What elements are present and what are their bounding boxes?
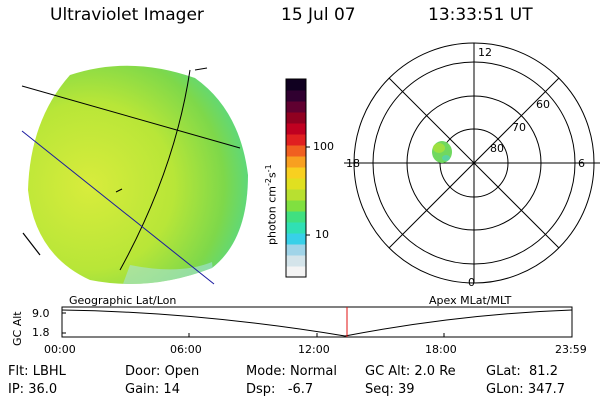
timeline-xtick-3: 18:00 <box>425 343 457 356</box>
timeline-xtick-1: 06:00 <box>170 343 202 356</box>
colorbar-band <box>286 90 306 102</box>
door-field: Door: Open <box>125 364 200 379</box>
lat-label-60: 60 <box>536 98 550 111</box>
seq-field: Seq: 39 <box>365 382 415 397</box>
colorbar-band <box>286 244 306 256</box>
polar-caption: Apex MLat/MLT <box>429 294 512 307</box>
geographic-grid-lines <box>21 67 241 285</box>
glat-field: GLat: 81.2 <box>486 364 558 379</box>
timeline-xtick-4: 23:59 <box>555 343 587 356</box>
colorbar-band <box>286 200 306 212</box>
colorbar-band <box>286 222 306 234</box>
time-label: 13:33:51 UT <box>428 5 533 25</box>
dsp-field: Dsp: -6.7 <box>246 382 314 397</box>
colorbar-band <box>286 167 306 179</box>
colorbar-band <box>286 134 306 146</box>
timeline-ytick-1: 1.8 <box>32 326 50 339</box>
colorbar-band <box>286 112 306 124</box>
mode-field: Mode: Normal <box>246 364 337 379</box>
altitude-curve <box>61 309 573 337</box>
timeline-xtick-0: 00:00 <box>44 343 76 356</box>
lat-label-80: 80 <box>490 142 504 155</box>
colorbar-band <box>286 123 306 135</box>
colorbar-band <box>286 178 306 190</box>
earth-disk <box>28 65 248 284</box>
mlt-label-6: 6 <box>578 157 585 170</box>
ip-field: IP: 36.0 <box>8 382 58 397</box>
glon-field: GLon: 347.7 <box>486 382 566 397</box>
filter-field: Flt: LBHL <box>8 364 66 379</box>
colorbar-tick-10: 10 <box>315 228 329 241</box>
mlt-label-18: 18 <box>346 157 360 170</box>
colorbar-band <box>286 255 306 267</box>
colorbar-band <box>286 211 306 223</box>
colorbar-band <box>286 156 306 168</box>
colorbar-tick-100: 100 <box>313 140 334 153</box>
mlt-label-12: 12 <box>478 46 492 59</box>
image-caption: Geographic Lat/Lon <box>69 294 177 307</box>
colorbar-band <box>286 189 306 201</box>
colorbar-band <box>286 79 306 91</box>
timeline-ylabel: GC Alt <box>11 311 24 346</box>
lat-label-70: 70 <box>512 121 526 134</box>
colorbar-band <box>286 101 306 113</box>
colorbar-band <box>286 233 306 245</box>
timeline-ytick-9: 9.0 <box>32 307 50 320</box>
colorbar-band <box>286 145 306 157</box>
gcalt-field: GC Alt: 2.0 Re <box>365 364 456 379</box>
instrument-title: Ultraviolet Imager <box>50 5 204 25</box>
timeline-xtick-2: 12:00 <box>298 343 330 356</box>
date-label: 15 Jul 07 <box>281 5 356 25</box>
colorbar-band <box>286 266 306 278</box>
mlt-label-0: 0 <box>468 276 475 289</box>
gain-field: Gain: 14 <box>125 382 180 397</box>
